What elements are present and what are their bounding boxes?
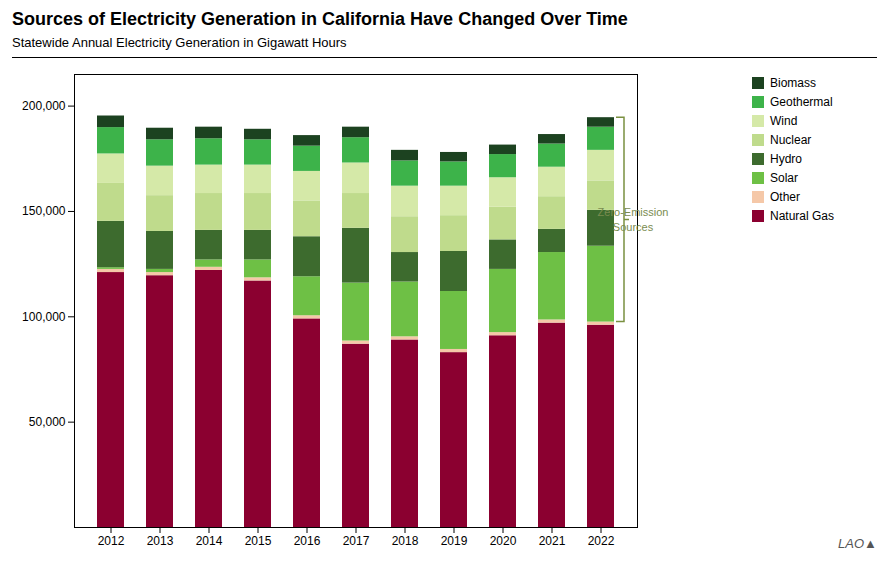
svg-text:2014: 2014 [196,534,223,548]
html-text:Natural Gas: Natural Gas [770,209,834,223]
svg-text:2020: 2020 [490,534,517,548]
html-text:Solar: Solar [770,171,798,185]
svg-text:100,000: 100,000 [22,310,66,324]
html-text:Geothermal: Geothermal [770,95,833,109]
html-text:Nuclear: Nuclear [770,133,812,147]
svg-text:150,000: 150,000 [22,204,66,218]
svg-text:2012: 2012 [98,534,125,548]
svg-text:Zero-EmissionSources: Zero-EmissionSources [598,206,669,233]
html-text:Wind: Wind [770,114,798,128]
svg-text:2013: 2013 [147,534,174,548]
html-text:Sources of Electricity Generat: Sources of Electricity Generation in Cal… [12,9,628,29]
html-text:Biomass: Biomass [770,76,816,90]
html-text:Hydro: Hydro [770,152,802,166]
svg-text:2015: 2015 [245,534,272,548]
svg-text:2021: 2021 [539,534,566,548]
svg-text:200,000: 200,000 [22,99,66,113]
svg-text:50,000: 50,000 [29,415,66,429]
svg-text:2019: 2019 [441,534,468,548]
html-text:Other: Other [770,190,800,204]
svg-text:2017: 2017 [343,534,370,548]
svg-text:2022: 2022 [588,534,615,548]
html-text:LAO▲: LAO▲ [838,536,877,551]
svg-text:2016: 2016 [294,534,321,548]
html-text:Statewide Annual Electricity G: Statewide Annual Electricity Generation … [12,35,347,50]
svg-text:2018: 2018 [392,534,419,548]
